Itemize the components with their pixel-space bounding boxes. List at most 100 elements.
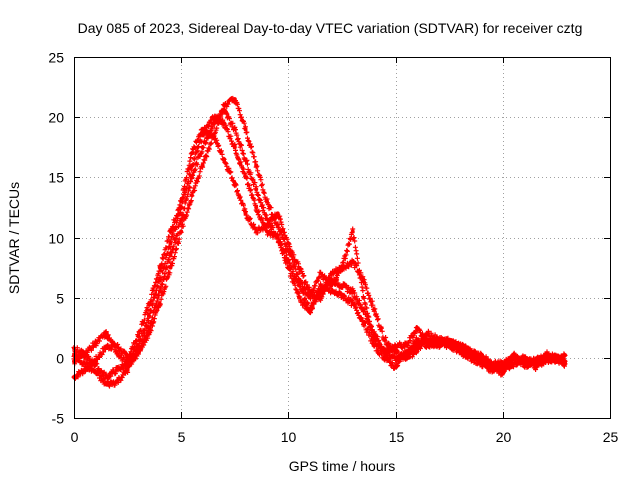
y-tick-label: 25 [48,50,64,66]
data-point [554,353,559,358]
x-tick-label: 25 [603,429,619,445]
data-point [211,133,216,138]
axis-ticks: 0 5 10 15 20 25 -5 0 5 10 15 20 25 [48,50,618,446]
x-axis-label: GPS time / hours [289,458,396,474]
data-point [500,367,505,372]
data-point [447,337,452,342]
data-point [189,163,194,168]
data-point [522,363,527,368]
data-point [265,229,269,234]
data-point [275,223,280,228]
data-point [286,265,291,270]
data-point [457,343,462,348]
data-point [543,352,548,357]
data-point [382,349,387,354]
data-point [563,361,567,366]
data-point [243,157,248,162]
data-point [254,163,259,168]
data-point [93,341,98,346]
data-point [415,343,419,348]
data-point [361,319,366,324]
data-point [168,253,173,258]
data-point [415,337,419,342]
data-point [168,241,173,246]
data-point [136,334,141,339]
data-point [350,289,355,294]
data-point [297,295,302,300]
plot-border [74,57,611,419]
data-point [114,367,119,372]
data-point [114,349,119,354]
data-point [157,301,162,306]
data-point [200,163,205,168]
data-point [425,331,430,336]
data-point [329,283,334,288]
data-point [232,127,237,132]
data-point [200,133,205,138]
x-tick-label: 15 [389,429,405,445]
data-point [147,313,151,318]
data-point [329,271,334,276]
data-point [232,145,237,150]
data-point [318,271,323,276]
data-point [307,310,312,315]
data-point [222,121,227,126]
data-point [125,367,130,372]
data-point [243,211,248,216]
data-point [361,307,366,312]
data-point [425,341,430,346]
data-point [222,103,227,108]
y-tick-label: 5 [56,291,64,307]
data-point [511,353,516,358]
data-point [104,382,109,387]
data-point [522,355,527,360]
data-point [479,359,484,364]
data-point [350,259,355,264]
data-point [157,277,162,282]
data-point [490,361,495,366]
data-point [297,277,302,282]
data-point [211,121,216,126]
data-point [511,361,516,366]
data-point [104,331,109,336]
chart-title: Day 085 of 2023, Sidereal Day-to-day VTE… [78,20,583,36]
y-tick-label: 20 [48,110,64,126]
data-point [307,295,312,300]
data-point [254,187,259,192]
data-point [254,205,259,210]
data-point [179,229,184,234]
data-point [404,343,409,348]
data-point [361,295,366,300]
x-tick-label: 10 [281,429,297,445]
data-point [93,370,98,375]
data-point-markers [71,95,568,389]
data-point [350,301,355,306]
y-tick-label: 0 [56,351,64,367]
data-point [265,199,269,204]
data-point [286,247,291,252]
data-point [82,352,87,357]
data-point [468,349,473,354]
data-point [393,343,398,348]
y-tick-label: 15 [48,170,64,186]
data-point [372,337,377,342]
data-point [340,283,344,288]
data-point [243,175,248,180]
data-point [232,97,237,102]
data-point [436,343,441,348]
data-point [114,379,119,384]
data-point [254,229,259,234]
y-tick-label: 10 [48,231,64,247]
data-point [82,361,87,366]
y-tick-label: -5 [52,411,65,427]
data-point [372,307,377,312]
data-point [275,211,280,216]
data-point [104,345,109,349]
data-point [382,355,387,360]
data-point [136,349,141,354]
data-point [93,363,98,368]
data-series [71,95,568,389]
data-point [318,283,323,288]
data-point [340,265,344,270]
